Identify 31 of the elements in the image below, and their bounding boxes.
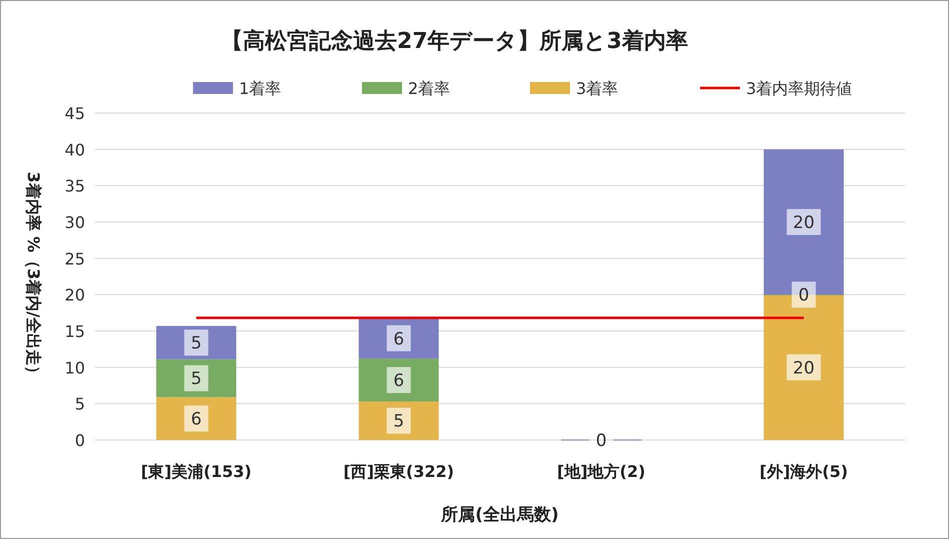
data-label: 5 bbox=[190, 369, 202, 390]
data-label: 20 bbox=[792, 213, 815, 233]
x-tick-label: [外]海外(5) bbox=[760, 462, 848, 481]
data-label: 6 bbox=[190, 410, 202, 430]
y-tick-label: 35 bbox=[64, 176, 85, 196]
chart-title: 【高松宮記念過去27年データ】所属と3着内率 bbox=[221, 28, 688, 54]
legend-label: 2着率 bbox=[408, 79, 450, 98]
x-tick-label: [東]美浦(153) bbox=[140, 462, 252, 481]
x-tick-label: [西]栗東(322) bbox=[343, 462, 454, 481]
legend-label: 1着率 bbox=[239, 79, 282, 98]
data-label: 5 bbox=[190, 334, 202, 354]
y-tick-label: 25 bbox=[64, 249, 85, 268]
y-tick-label: 15 bbox=[64, 322, 85, 341]
data-label: 0 bbox=[596, 431, 607, 451]
data-label: 20 bbox=[792, 358, 815, 378]
legend-label: 3着率 bbox=[576, 79, 618, 98]
y-axis-title: 3着内率 %（3着内/全出走） bbox=[24, 172, 43, 382]
data-label: 5 bbox=[393, 412, 404, 432]
data-label: 0 bbox=[798, 286, 810, 306]
y-tick-label: 0 bbox=[74, 431, 85, 450]
y-tick-label: 40 bbox=[64, 140, 85, 160]
y-tick-label: 30 bbox=[64, 213, 85, 232]
y-tick-label: 20 bbox=[64, 286, 85, 305]
legend-label: 3着内率期待値 bbox=[746, 79, 852, 98]
data-label: 6 bbox=[393, 329, 404, 350]
y-tick-label: 10 bbox=[64, 358, 85, 378]
y-tick-label: 5 bbox=[74, 394, 85, 414]
y-tick-label: 45 bbox=[64, 104, 85, 123]
x-axis-title: 所属(全出馬数) bbox=[440, 505, 559, 525]
data-label: 6 bbox=[393, 371, 404, 392]
x-tick-label: [地]地方(2) bbox=[557, 462, 646, 481]
